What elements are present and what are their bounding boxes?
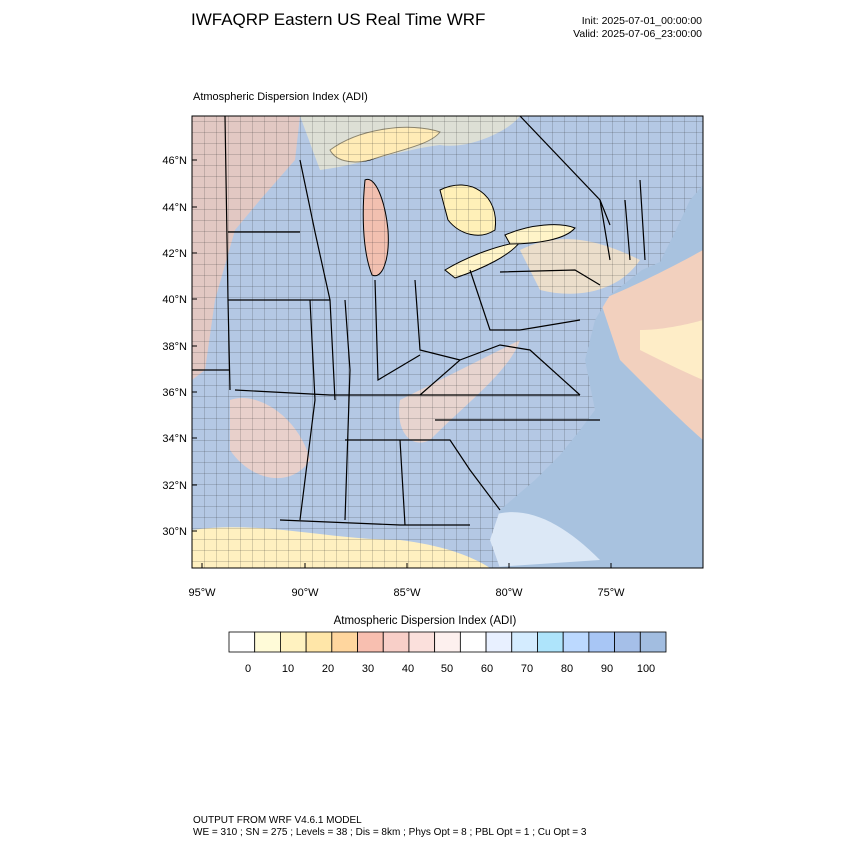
colorbar-label: 20 xyxy=(321,663,335,675)
map-panel xyxy=(192,116,703,568)
offshore-yellow-band xyxy=(640,320,703,380)
colorbar-label: 50 xyxy=(440,663,454,675)
map-border xyxy=(191,115,704,569)
main-title: IWFAQRP Eastern US Real Time WRF xyxy=(191,10,486,29)
footer-model-line: OUTPUT FROM WRF V4.6.1 MODEL xyxy=(193,815,362,826)
lon-tick-label: 95°W xyxy=(188,587,216,599)
colorbar-label: 70 xyxy=(520,663,534,675)
colorbar-box xyxy=(485,631,513,653)
colorbar-box xyxy=(228,631,256,653)
lat-tick-label: 42°N xyxy=(162,248,187,260)
lon-tick-label: 75°W xyxy=(597,587,625,599)
colorbar-box xyxy=(382,631,410,653)
lat-tick-label: 44°N xyxy=(162,202,187,214)
colorbar-box xyxy=(459,631,487,653)
colorbar-label: 30 xyxy=(361,663,375,675)
colorbar-label: 90 xyxy=(600,663,614,675)
footer-config-line: WE = 310 ; SN = 275 ; Levels = 38 ; Dis … xyxy=(193,827,587,838)
atlantic-light-patch xyxy=(480,512,600,568)
colorbar-label: 60 xyxy=(480,663,494,675)
state-boundaries xyxy=(192,116,646,526)
colorbar-box xyxy=(408,631,436,653)
colorbar-label: 0 xyxy=(244,663,252,675)
lon-axis: 95°W 90°W 85°W 80°W 75°W xyxy=(188,563,625,599)
lat-axis: 30°N 32°N 34°N 36°N 38°N 40°N 42°N 44°N 46°N xyxy=(162,155,197,538)
colorbar-label: 80 xyxy=(560,663,574,675)
county-boundaries xyxy=(192,116,703,568)
colorbar-box xyxy=(305,631,333,653)
colorbar-box xyxy=(434,631,461,653)
lat-tick-label: 30°N xyxy=(162,526,187,538)
lat-tick-label: 36°N xyxy=(162,387,187,399)
lon-tick-label: 85°W xyxy=(393,587,421,599)
lat-tick-label: 40°N xyxy=(162,294,187,306)
lat-tick-label: 32°N xyxy=(162,480,187,492)
colorbar-label: 40 xyxy=(401,663,415,675)
colorbar-box xyxy=(254,631,281,653)
lat-tick-label: 34°N xyxy=(162,433,187,445)
colorbar-label: 100 xyxy=(636,663,656,675)
lat-tick-label: 46°N xyxy=(162,155,187,167)
colorbar-box xyxy=(614,631,641,653)
colorbar-box xyxy=(357,631,384,653)
colorbar-title: Atmospheric Dispersion Index (ADI) xyxy=(333,615,517,627)
plot-title: Atmospheric Dispersion Index (ADI) xyxy=(193,91,368,103)
colorbar-box xyxy=(280,631,307,653)
colorbar-box xyxy=(639,631,667,653)
colorbar-box xyxy=(588,631,615,653)
colorbar xyxy=(228,631,667,653)
lon-tick-label: 90°W xyxy=(291,587,319,599)
lat-tick-label: 38°N xyxy=(162,341,187,353)
valid-time: Valid: 2025-07-06_23:00:00 xyxy=(573,28,702,40)
colorbar-box xyxy=(331,631,358,653)
colorbar-box xyxy=(511,631,538,653)
colorbar-label: 10 xyxy=(281,663,295,675)
init-time: Init: 2025-07-01_00:00:00 xyxy=(581,15,702,27)
colorbar-box xyxy=(537,631,564,653)
colorbar-box xyxy=(562,631,590,653)
lon-tick-label: 80°W xyxy=(495,587,523,599)
